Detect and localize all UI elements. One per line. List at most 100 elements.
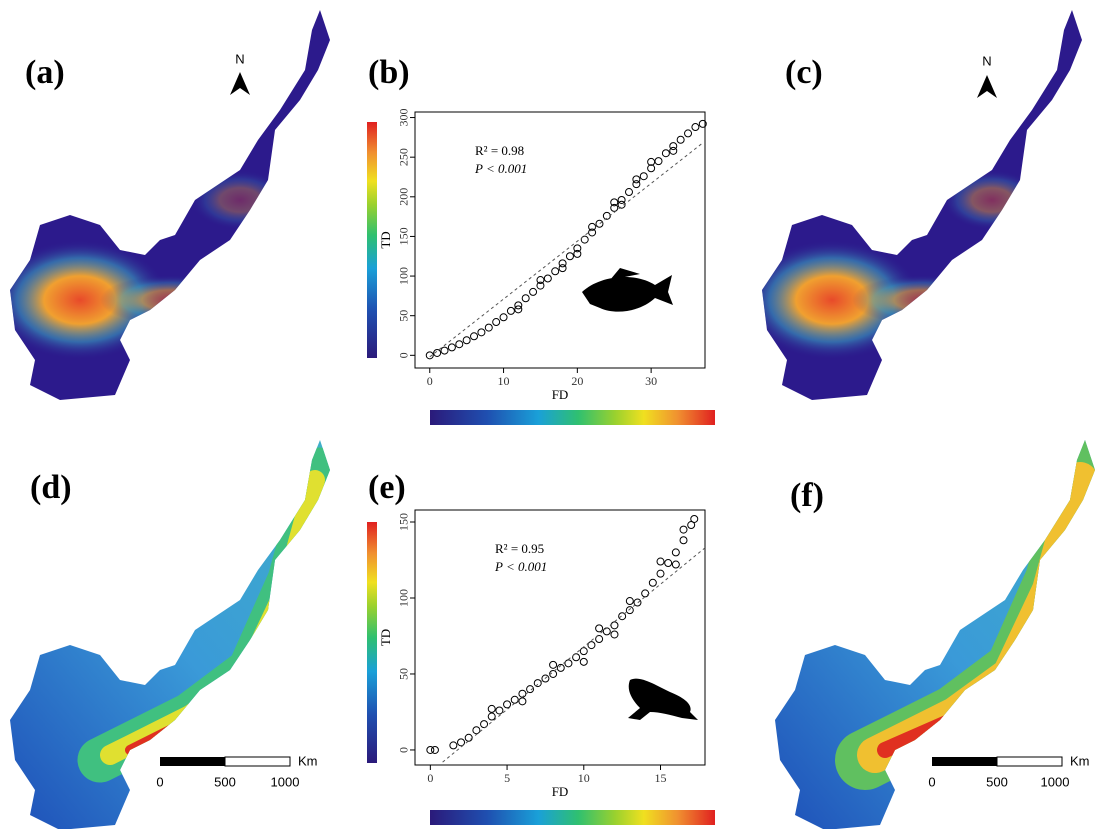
point — [691, 123, 700, 132]
trend-line — [442, 547, 706, 763]
point — [687, 521, 696, 530]
annotation: R² = 0.98 — [475, 143, 524, 158]
plot-frame — [414, 111, 706, 369]
point — [587, 641, 596, 650]
point — [556, 663, 565, 672]
point — [514, 305, 523, 314]
scale-label: 500 — [214, 774, 236, 789]
panel-label: (f) — [790, 477, 824, 514]
north-arrow — [977, 75, 997, 98]
point — [457, 738, 466, 747]
point — [654, 157, 663, 166]
point — [518, 697, 527, 706]
point — [580, 235, 589, 244]
y-tick-label: 50 — [397, 668, 411, 680]
north-label: N — [982, 53, 991, 68]
point — [641, 589, 650, 598]
north-arrow — [230, 72, 250, 95]
point — [510, 695, 519, 704]
point — [541, 674, 550, 683]
point — [625, 606, 634, 615]
point — [521, 294, 530, 303]
scale-bar: 0 500 1000 Km — [928, 753, 1089, 789]
point — [472, 726, 481, 735]
point — [572, 653, 581, 662]
point — [610, 621, 619, 630]
point — [595, 624, 604, 633]
point — [492, 318, 501, 327]
point — [487, 704, 496, 713]
point — [595, 635, 604, 644]
point — [462, 336, 471, 345]
scale-unit: Km — [298, 753, 318, 768]
point — [647, 157, 656, 166]
point — [669, 142, 678, 151]
point — [671, 548, 680, 557]
point — [529, 287, 538, 296]
point — [648, 578, 657, 587]
point — [618, 612, 627, 621]
point — [617, 195, 626, 204]
point — [499, 313, 508, 322]
point — [610, 198, 619, 207]
x-tick-label: 30 — [645, 374, 657, 388]
x-axis-label: FD — [552, 784, 569, 799]
point — [647, 164, 656, 173]
point — [690, 514, 699, 523]
point — [430, 745, 439, 754]
point — [602, 627, 611, 636]
frog-icon — [628, 678, 698, 720]
point — [684, 129, 693, 138]
y-tick-label: 0 — [397, 747, 411, 753]
point — [558, 259, 567, 268]
scale-label: 0 — [156, 774, 163, 789]
x-tick-label: 10 — [498, 374, 510, 388]
point — [526, 685, 535, 694]
point — [579, 647, 588, 656]
scale-label: 1000 — [1041, 774, 1070, 789]
trend-line — [429, 142, 704, 358]
point — [669, 146, 678, 155]
point — [549, 660, 558, 669]
y-tick-label: 300 — [397, 109, 411, 127]
point — [633, 598, 642, 607]
point — [661, 149, 670, 158]
point — [470, 332, 479, 341]
point — [579, 657, 588, 666]
point — [495, 706, 504, 715]
panel-label: (c) — [785, 54, 823, 91]
y-tick-label: 50 — [397, 310, 411, 322]
point — [632, 180, 641, 189]
color-bar — [430, 410, 715, 425]
point — [551, 267, 560, 276]
point — [433, 348, 442, 357]
point — [617, 200, 626, 209]
point — [679, 525, 688, 534]
point — [565, 252, 574, 261]
point — [573, 244, 582, 253]
point — [425, 351, 434, 360]
annotation: P < 0.001 — [474, 161, 527, 176]
panel-label: (a) — [25, 54, 65, 91]
point — [558, 264, 567, 273]
point — [573, 249, 582, 258]
point — [455, 340, 464, 349]
point — [477, 328, 486, 337]
point — [639, 172, 648, 181]
point — [536, 281, 545, 290]
scale-label: 0 — [928, 774, 935, 789]
color-bar — [430, 810, 715, 825]
point — [518, 689, 527, 698]
point — [480, 720, 489, 729]
plot-frame — [414, 509, 706, 766]
color-bar — [367, 522, 377, 763]
point — [464, 733, 473, 742]
point — [656, 557, 665, 566]
point — [564, 659, 573, 668]
point — [503, 700, 512, 709]
x-tick-label: 10 — [578, 771, 590, 785]
x-tick-label: 15 — [655, 771, 667, 785]
point — [595, 219, 604, 228]
point — [506, 306, 515, 315]
y-axis-label: TD — [378, 231, 393, 248]
